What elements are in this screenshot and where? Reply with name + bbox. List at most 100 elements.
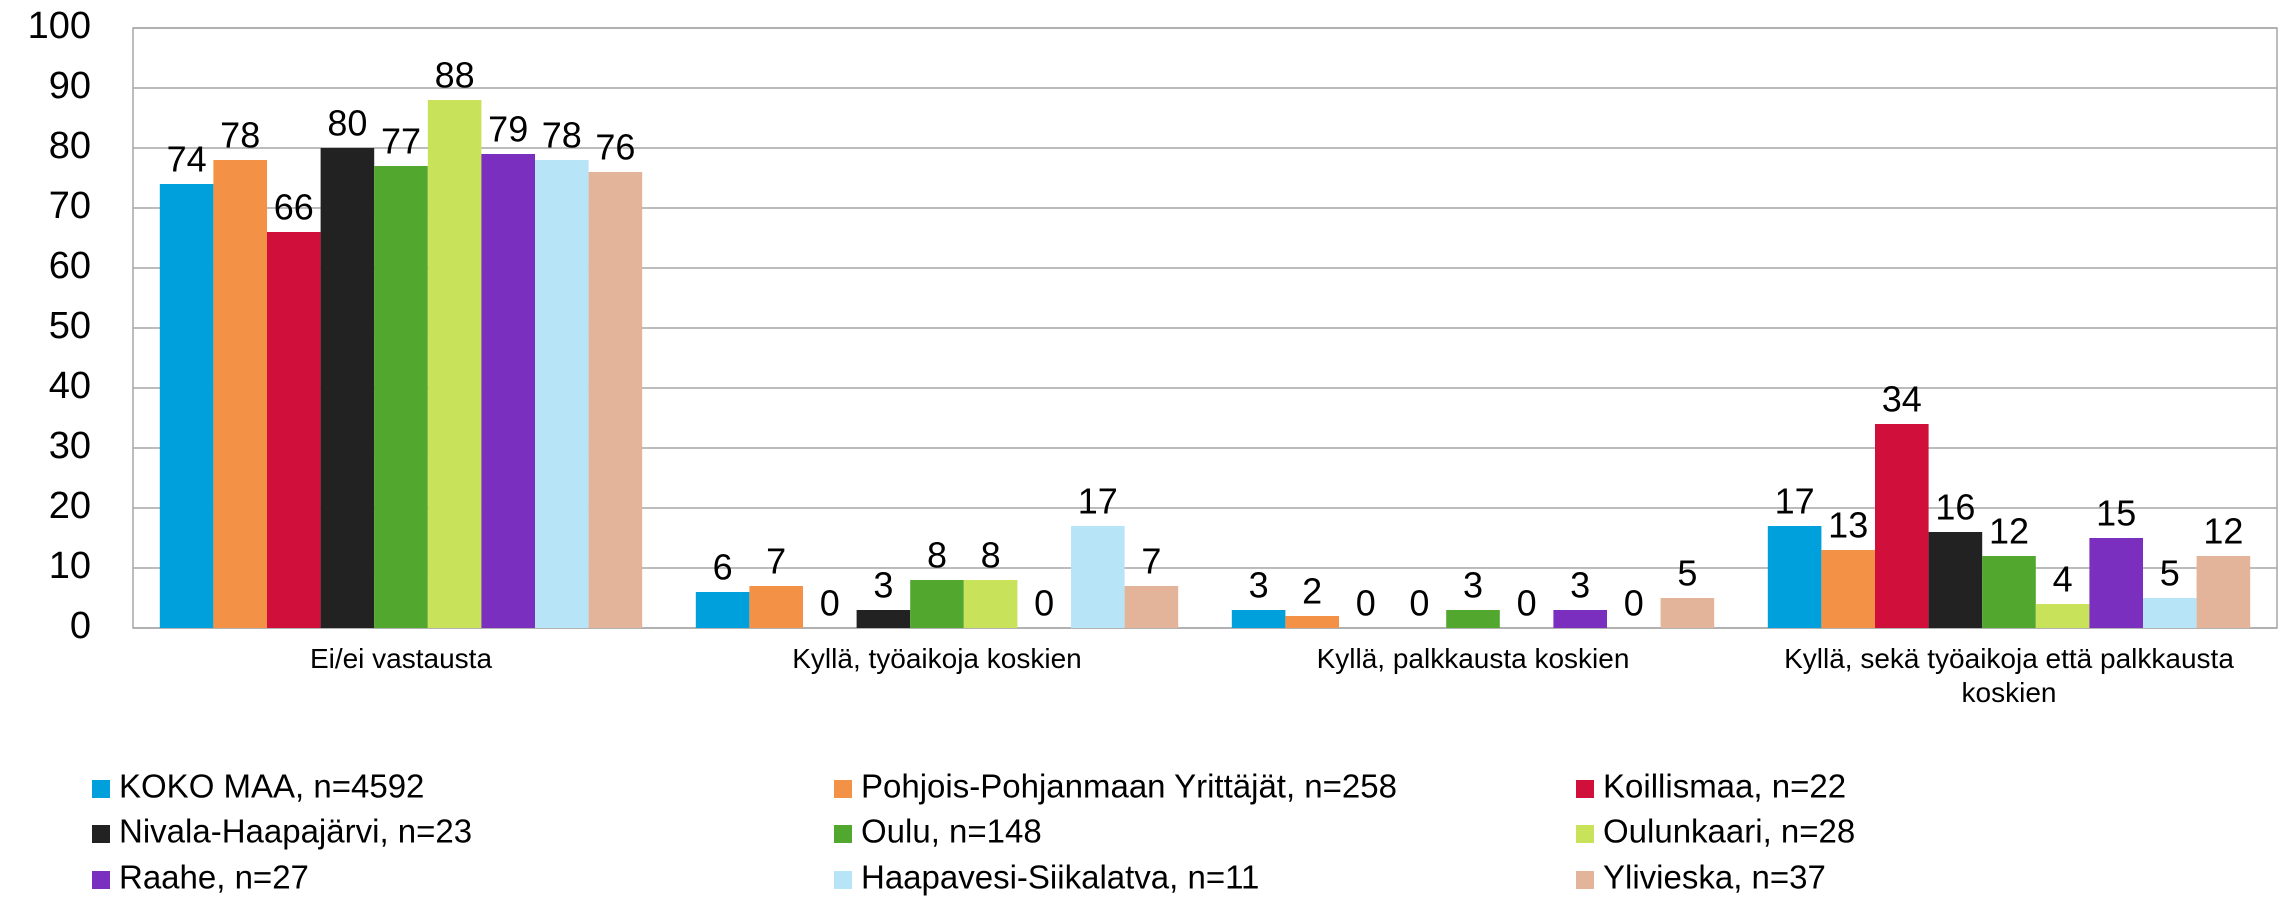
bar (481, 154, 535, 628)
bar (320, 148, 375, 628)
x-tick-label: Kyllä, työaikoja koskien (792, 643, 1082, 674)
data-label: 0 (1517, 583, 1537, 624)
bar (159, 184, 214, 628)
bar (856, 610, 911, 628)
legend-swatch (1576, 871, 1594, 889)
data-label: 3 (1463, 565, 1483, 606)
legend-swatch (1576, 780, 1594, 798)
y-tick-label: 90 (49, 65, 91, 107)
data-label: 8 (981, 535, 1001, 576)
y-tick-label: 0 (70, 605, 91, 647)
x-tick-label-box: Kyllä, sekä työaikoja että palkkausta ko… (1784, 643, 2234, 708)
data-label: 0 (1034, 583, 1054, 624)
legend-swatch (834, 825, 852, 843)
data-label: 8 (927, 535, 947, 576)
data-label: 2 (1302, 571, 1322, 612)
legend-swatch (834, 871, 852, 889)
y-tick-label: 50 (49, 305, 91, 347)
x-tick-label: Kyllä, palkkausta koskien (1316, 643, 1630, 674)
legend-label: Pohjois-Pohjanmaan Yrittäjät, n=258 (861, 768, 1397, 805)
data-label: 3 (1570, 565, 1590, 606)
data-label: 78 (542, 115, 582, 156)
data-label: 12 (2203, 511, 2243, 552)
data-label: 7 (1141, 541, 1161, 582)
legend-label: KOKO MAA, n=4592 (119, 768, 424, 805)
data-label: 80 (327, 103, 367, 144)
bar (374, 166, 428, 628)
legend-label: Oulunkaari, n=28 (1603, 813, 1855, 850)
bar (267, 232, 321, 628)
bar (1982, 556, 2036, 628)
data-label: 3 (873, 565, 893, 606)
bar (1660, 598, 1715, 628)
bar (1928, 532, 1983, 628)
data-label: 0 (1624, 583, 1644, 624)
y-tick-label: 80 (49, 125, 91, 167)
bar (1446, 610, 1500, 628)
bar (1767, 526, 1822, 628)
x-tick-label-box: Kyllä, työaikoja koskien (792, 643, 1082, 674)
y-tick-label: 70 (49, 185, 91, 227)
y-tick-label: 100 (28, 5, 91, 47)
data-label: 0 (1356, 583, 1376, 624)
data-label: 13 (1828, 505, 1868, 546)
data-label: 3 (1249, 565, 1269, 606)
data-label: 0 (820, 583, 840, 624)
x-tick-label: Ei/ei vastausta (309, 643, 493, 674)
bar (749, 586, 803, 628)
bar (695, 592, 750, 628)
legend-label: Raahe, n=27 (119, 859, 309, 896)
y-tick-label: 10 (49, 545, 91, 587)
data-label: 7 (766, 541, 786, 582)
bar (2196, 556, 2251, 628)
data-label: 17 (1775, 481, 1815, 522)
bar (910, 580, 964, 628)
bar (2035, 604, 2090, 628)
plot-border (132, 27, 2278, 629)
data-label: 88 (435, 55, 475, 96)
x-tick-label-box: Ei/ei vastausta (309, 643, 493, 674)
data-label: 66 (274, 187, 314, 228)
data-label: 12 (1989, 511, 2029, 552)
data-label: 34 (1882, 379, 1922, 420)
data-label: 79 (488, 109, 528, 150)
bar (588, 172, 643, 628)
bar (427, 100, 482, 628)
data-label: 5 (1677, 553, 1697, 594)
data-label: 6 (713, 547, 733, 588)
bar (2089, 538, 2143, 628)
bar (1071, 526, 1125, 628)
bar (1553, 610, 1607, 628)
bar (1821, 550, 1875, 628)
bar (1285, 616, 1339, 628)
data-label: 76 (595, 127, 635, 168)
bar (963, 580, 1018, 628)
bar (535, 160, 589, 628)
legend-swatch (834, 780, 852, 798)
legend-swatch (92, 780, 110, 798)
data-label: 17 (1078, 481, 1118, 522)
bar (1875, 424, 1929, 628)
legend-label: Ylivieska, n=37 (1603, 859, 1826, 896)
y-tick-label: 20 (49, 485, 91, 527)
legend-label: Koillismaa, n=22 (1603, 768, 1846, 805)
legend-swatch (92, 825, 110, 843)
legend-swatch (1576, 825, 1594, 843)
y-tick-label: 30 (49, 425, 91, 467)
x-tick-label: Kyllä, sekä työaikoja että palkkausta ko… (1784, 643, 2234, 708)
data-label: 78 (220, 115, 260, 156)
bar (2143, 598, 2197, 628)
data-label: 5 (2160, 553, 2180, 594)
x-tick-label-box: Kyllä, palkkausta koskien (1316, 643, 1630, 674)
data-label: 77 (381, 121, 421, 162)
data-label: 0 (1409, 583, 1429, 624)
data-label: 15 (2096, 493, 2136, 534)
legend-label: Nivala-Haapajärvi, n=23 (119, 813, 472, 850)
legend-label: Oulu, n=148 (861, 813, 1042, 850)
bar (1231, 610, 1286, 628)
legend-label: Haapavesi-Siikalatva, n=11 (861, 859, 1259, 896)
legend-swatch (92, 871, 110, 889)
y-tick-label: 40 (49, 365, 91, 407)
y-tick-label: 60 (49, 245, 91, 287)
